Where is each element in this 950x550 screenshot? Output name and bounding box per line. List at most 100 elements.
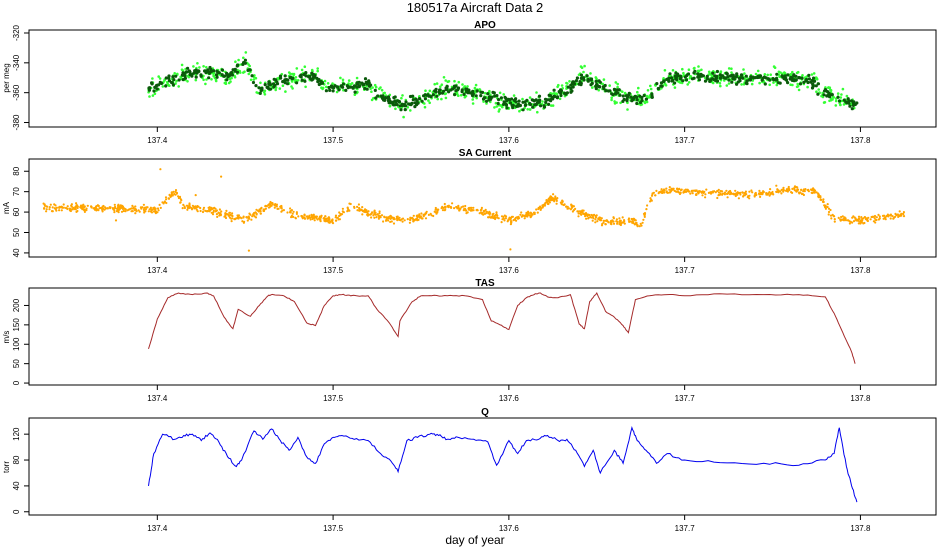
apo-point: [424, 89, 427, 92]
apo-point: [278, 87, 282, 90]
sa-point: [194, 207, 197, 210]
apo-point: [446, 80, 450, 83]
sa-point: [377, 217, 380, 220]
sa-point: [500, 221, 503, 224]
apo-point: [822, 93, 826, 97]
apo-point: [528, 101, 532, 106]
sa-point: [194, 194, 197, 197]
apo-point: [714, 79, 718, 83]
apo-point: [474, 83, 478, 87]
apo-point: [479, 94, 483, 98]
apo-point: [598, 80, 602, 84]
sa-point: [51, 206, 54, 209]
sa-point: [190, 208, 194, 211]
sa-point: [758, 189, 761, 192]
apo-y-tick-label: -340: [12, 54, 21, 71]
apo-point: [215, 75, 219, 79]
apo-point: [739, 73, 744, 77]
apo-point: [220, 68, 224, 72]
q-y-tick-label: 40: [12, 481, 21, 490]
sa-point: [158, 203, 161, 206]
sa-point: [111, 207, 114, 210]
sa-point: [779, 190, 782, 193]
sa-point: [406, 218, 409, 221]
sa-point: [212, 211, 215, 214]
apo-point: [299, 75, 303, 79]
sa-point: [545, 199, 548, 202]
sa-point: [420, 212, 423, 215]
sa-point: [526, 211, 529, 215]
sa-point: [768, 191, 771, 194]
apo-point: [528, 108, 532, 111]
sa-point: [239, 216, 242, 219]
apo-point: [644, 97, 649, 101]
apo-point: [742, 68, 745, 71]
sa-x-tick-label: 137.5: [323, 266, 344, 275]
sa-data: [42, 168, 906, 252]
apo-point: [173, 72, 176, 75]
apo-point: [243, 61, 247, 65]
sa-point: [174, 193, 177, 196]
sa-point: [216, 215, 219, 218]
sa-point: [290, 216, 293, 219]
sa-point: [147, 210, 150, 213]
tas-data: [148, 291, 856, 364]
sa-point: [741, 191, 744, 194]
sa-point: [860, 216, 863, 219]
sa-point: [817, 193, 820, 196]
apo-point: [376, 94, 380, 98]
sa-point: [189, 206, 192, 209]
sa-point: [525, 213, 528, 216]
q-y-tick-label: 80: [12, 455, 21, 464]
sa-point: [257, 210, 260, 213]
q-y-tick-label: 0: [12, 509, 21, 514]
sa-point: [482, 209, 485, 213]
apo-point: [214, 73, 219, 77]
apo-point: [303, 65, 307, 68]
sa-point: [686, 189, 689, 192]
apo-point: [503, 95, 507, 99]
sa-point: [640, 224, 643, 227]
apo-point: [681, 79, 685, 83]
apo-point: [774, 76, 779, 81]
sa-point: [182, 203, 185, 206]
sa-point: [554, 195, 557, 198]
sa-point: [552, 193, 555, 196]
sa-point: [750, 189, 753, 192]
apo-point: [830, 93, 834, 97]
sa-point: [188, 202, 191, 205]
apo-point: [497, 110, 501, 113]
apo-point: [783, 77, 788, 81]
apo-point: [521, 100, 525, 104]
sa-point: [378, 210, 381, 213]
sa-point: [233, 218, 236, 221]
sa-point: [577, 215, 580, 218]
apo-y-tick-label: -380: [12, 114, 21, 131]
sa-point: [156, 211, 159, 214]
sa-point: [717, 191, 721, 194]
sa-point: [596, 220, 599, 223]
sa-point: [775, 190, 778, 193]
sa-point: [191, 204, 194, 207]
sa-point: [902, 212, 905, 216]
sa-point: [643, 215, 646, 218]
sa-point: [418, 216, 422, 219]
apo-point: [725, 84, 729, 87]
q-x-tick-label: 137.8: [850, 524, 871, 533]
sa-point: [660, 188, 663, 191]
apo-point: [324, 89, 328, 93]
apo-point: [667, 76, 671, 80]
apo-point: [210, 78, 213, 81]
apo-point: [640, 95, 644, 100]
sa-point: [93, 208, 97, 211]
sa-point: [555, 202, 558, 205]
apo-point: [536, 110, 539, 114]
apo-point: [848, 104, 852, 108]
sa-point: [563, 203, 566, 206]
apo-point: [674, 71, 678, 75]
apo-point: [828, 95, 832, 99]
sa-point: [382, 220, 385, 223]
sa-point: [559, 201, 563, 204]
apo-point: [735, 72, 739, 76]
apo-point: [534, 102, 539, 107]
